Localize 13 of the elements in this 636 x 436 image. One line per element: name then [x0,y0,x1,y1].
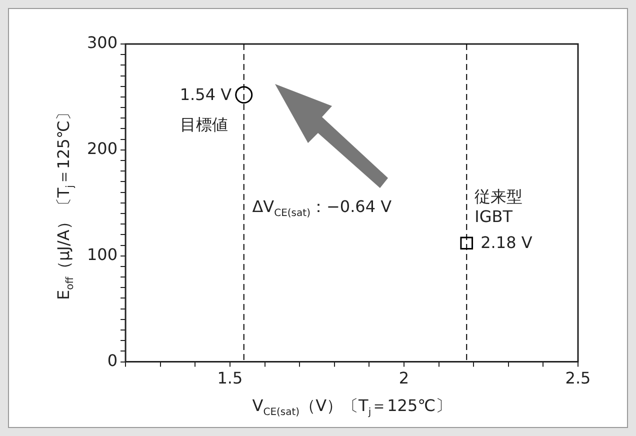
x-axis-title: V$_{CE(sat)}$（V）〔T$_{j}$＝125℃〕 [252,396,452,420]
x-tick-label: 2.5 [565,368,591,388]
annotation: ΔV$_{CE(sat)}$：−0.64 V [252,196,392,220]
x-tick-label: 2 [398,368,410,388]
annotation: 2.18 V [480,233,532,254]
y-tick-label: 0 [107,350,118,370]
y-tick-label: 200 [86,139,118,158]
annotation: 目標値 [180,114,228,135]
y-tick-label: 300 [86,33,118,52]
annotation: 1.54 V [180,84,232,105]
x-tick-label: 1.5 [217,368,243,388]
y-tick-label: 100 [86,245,118,264]
annotation: 従来型 IGBT [474,187,523,228]
